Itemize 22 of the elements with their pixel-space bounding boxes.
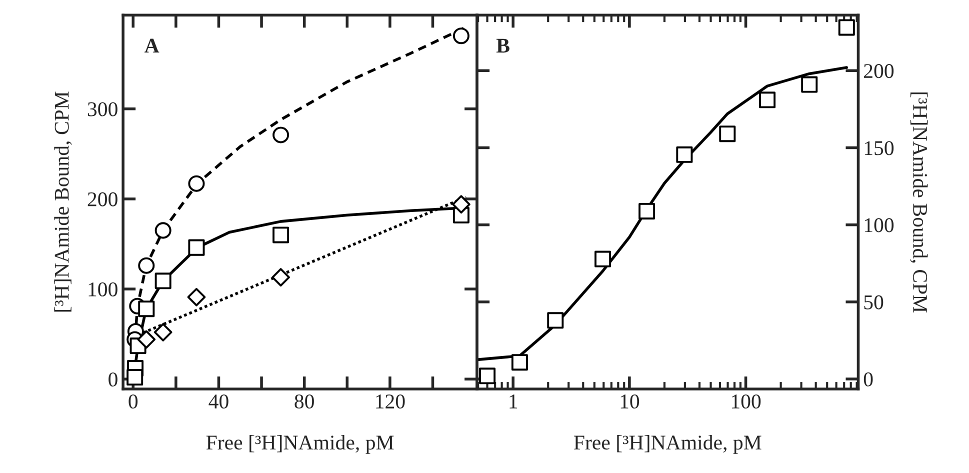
y2-tick-label: 150	[864, 141, 894, 156]
x-tick-label: 120	[376, 394, 405, 409]
x-tick-label: 80	[294, 394, 314, 409]
y-tick-label: 300	[88, 102, 118, 116]
y2-axis-title: [³H]NAmide Bound, CPM	[910, 92, 928, 313]
y-tick-label: 200	[88, 192, 118, 206]
y2-tick-label: 50	[864, 295, 884, 310]
x-tick-label: 0	[128, 394, 138, 409]
annotation: A	[144, 38, 160, 53]
y-tick-label: 100	[88, 282, 118, 296]
x-tick-label: 1	[510, 394, 518, 408]
annotation: B	[496, 38, 510, 53]
x-tick-label: 40	[208, 394, 228, 409]
y-tick-label: 0	[108, 372, 118, 387]
x-tick-label: 100	[732, 394, 761, 409]
y2-tick-label: 100	[864, 218, 894, 232]
x-axis-title: Free [³H]NAmide, pM	[574, 434, 762, 454]
x-axis-title: Free [³H]NAmide, pM	[206, 434, 394, 454]
y2-tick-label: 0	[864, 372, 873, 386]
x-tick-label: 10	[620, 394, 640, 409]
y2-tick-label: 200	[864, 64, 894, 78]
y-axis-title: [³H]NAmide Bound, CPM	[54, 92, 72, 312]
